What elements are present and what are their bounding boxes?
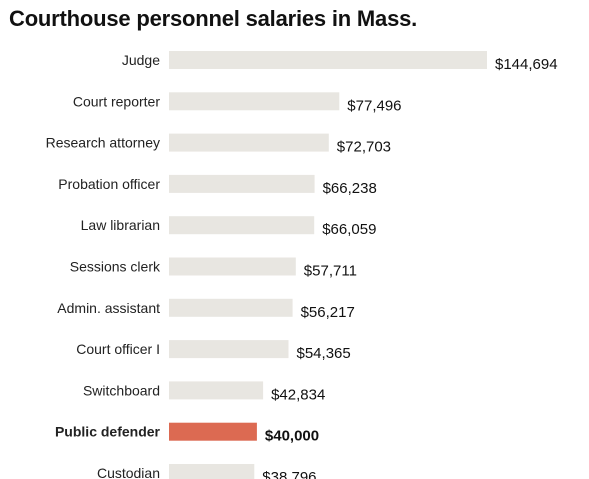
value-label: $57,711 [304, 263, 357, 280]
category-label: Court reporter [73, 93, 160, 109]
category-label: Judge [122, 52, 160, 68]
category-label: Admin. assistant [57, 300, 160, 316]
value-label: $66,059 [322, 221, 376, 238]
bar-row: Custodian $38,796 [97, 464, 317, 479]
bar [169, 51, 487, 69]
bar [169, 381, 264, 400]
category-label: Law librarian [81, 217, 160, 233]
value-label: $72,703 [337, 139, 391, 156]
bar [169, 340, 289, 359]
bar-row: Public defender $40,000 [55, 422, 319, 445]
bar-row: Judge $144,694 [122, 51, 558, 73]
category-label: Custodian [97, 465, 160, 479]
category-label: Public defender [55, 424, 161, 440]
bar-row: Court reporter $77,496 [73, 92, 402, 114]
value-label: $66,238 [323, 180, 377, 197]
bar [169, 257, 296, 276]
category-label: Probation officer [58, 176, 160, 192]
bar-row: Sessions clerk $57,711 [70, 257, 357, 280]
bar [169, 216, 315, 235]
value-label: $42,834 [271, 386, 325, 403]
bar [169, 133, 329, 152]
bar-highlight [169, 422, 257, 441]
bar-row: Research attorney $72,703 [46, 133, 391, 156]
bar-row: Court officer I $54,365 [76, 340, 351, 362]
category-label: Court officer I [76, 341, 160, 357]
value-label: $40,000 [265, 428, 319, 445]
category-label: Switchboard [83, 382, 160, 398]
value-label: $38,796 [262, 469, 316, 479]
category-label: Research attorney [46, 135, 160, 151]
bar [169, 174, 315, 193]
bar [169, 298, 293, 317]
category-label: Sessions clerk [70, 259, 161, 275]
value-label: $54,365 [297, 345, 351, 362]
bar-row: Probation officer $66,238 [58, 174, 377, 197]
bar-row: Law librarian $66,059 [81, 216, 376, 238]
bar-row: Switchboard $42,834 [83, 381, 325, 403]
bar-row: Admin. assistant $56,217 [57, 298, 355, 321]
bar [169, 92, 340, 111]
value-label: $77,496 [347, 97, 401, 114]
chart-title: Courthouse personnel salaries in Mass. [9, 6, 418, 31]
value-label: $144,694 [495, 56, 558, 73]
bar [169, 464, 255, 479]
value-label: $56,217 [301, 304, 355, 321]
